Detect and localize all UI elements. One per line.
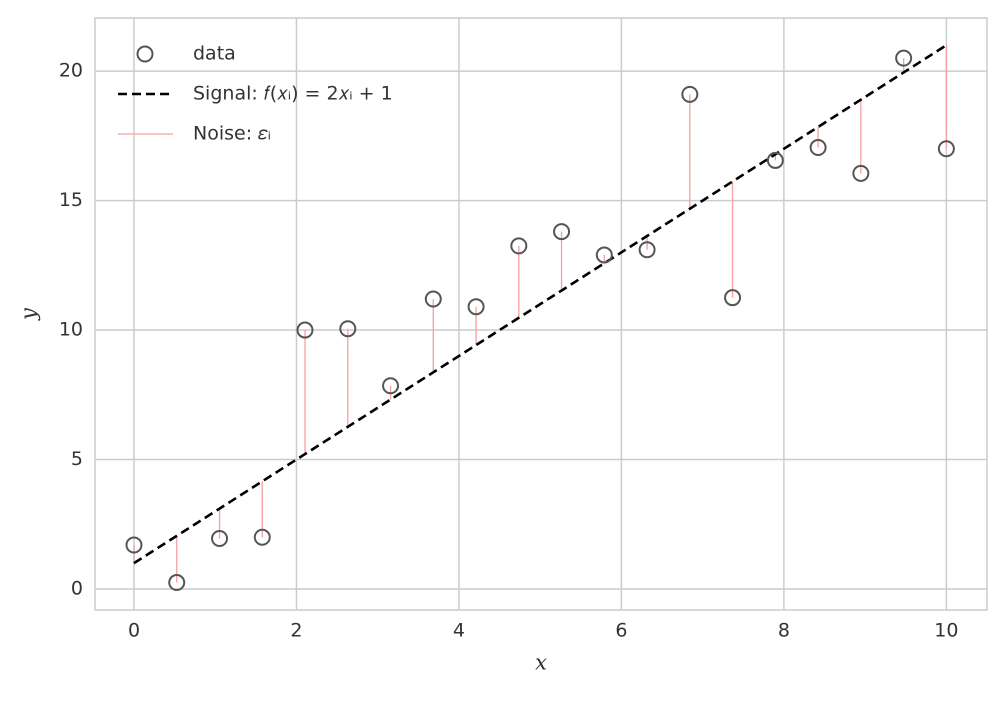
- y-axis-label: y: [17, 307, 41, 321]
- data-point: [510, 237, 528, 255]
- legend-label: Noise: 𝜀ᵢ: [193, 123, 271, 145]
- data-point: [809, 138, 827, 156]
- data-point: [211, 530, 229, 548]
- x-tick-label: 10: [934, 620, 958, 642]
- data-point: [895, 49, 913, 67]
- legend-marker: [136, 45, 154, 63]
- legend-label: Signal: 𝑓(𝑥ᵢ) = 2𝑥ᵢ + 1: [193, 83, 393, 105]
- data-point: [467, 298, 485, 316]
- x-tick-label: 6: [615, 620, 627, 642]
- plot-area: [94, 17, 988, 611]
- data-point: [253, 528, 271, 546]
- data-point: [681, 85, 699, 103]
- y-tick-label: 0: [71, 578, 83, 600]
- y-tick-label: 15: [59, 189, 83, 211]
- data-point: [296, 321, 314, 339]
- data-point: [766, 151, 784, 169]
- data-point: [125, 536, 143, 554]
- x-axis-label: x: [535, 651, 547, 675]
- data-point: [852, 164, 870, 182]
- y-tick-label: 20: [59, 60, 83, 82]
- data-point: [168, 574, 186, 592]
- data-point: [339, 320, 357, 338]
- data-point: [724, 289, 742, 307]
- data-point: [553, 223, 571, 241]
- y-tick-label: 10: [59, 319, 83, 341]
- data-point: [937, 140, 955, 158]
- y-tick-label: 5: [71, 448, 83, 470]
- legend-label: data: [193, 43, 236, 65]
- data-point: [424, 290, 442, 308]
- x-tick-label: 2: [290, 620, 302, 642]
- signal-line: [133, 44, 948, 565]
- x-tick-label: 4: [453, 620, 465, 642]
- data-point: [382, 377, 400, 395]
- x-tick-label: 0: [128, 620, 140, 642]
- data-point: [595, 246, 613, 264]
- x-tick-label: 8: [778, 620, 790, 642]
- data-point: [638, 241, 656, 259]
